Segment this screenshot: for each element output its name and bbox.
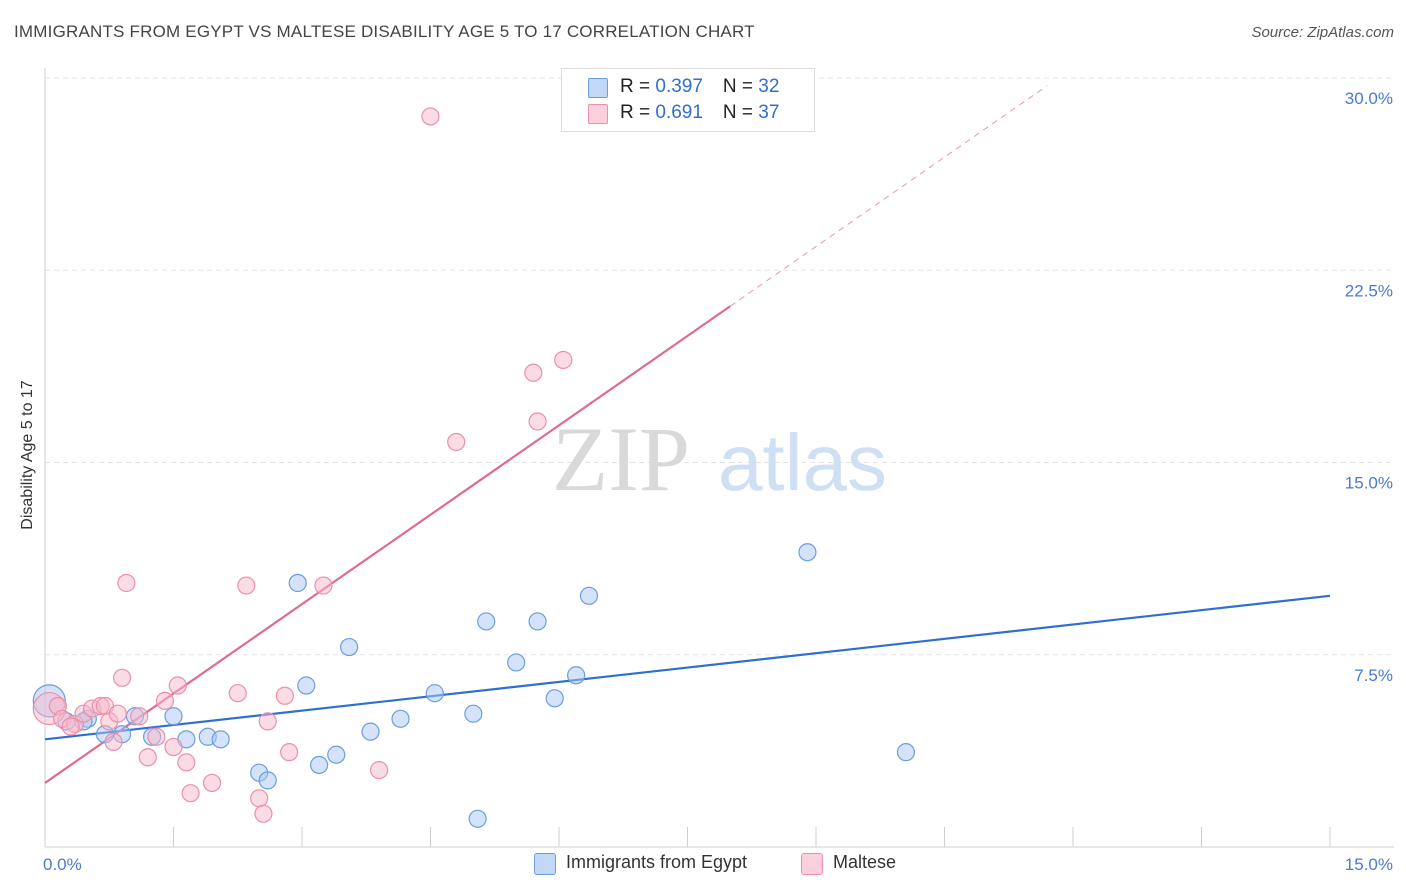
egypt-r-label: R = — [620, 76, 656, 97]
maltese-point — [112, 668, 132, 687]
maltese-point — [104, 732, 123, 752]
egypt-point — [464, 704, 483, 723]
maltese-r-value: 0.691 — [655, 102, 703, 123]
egypt-point — [361, 722, 380, 741]
maltese-point — [237, 576, 256, 595]
maltese-n-label: N = — [722, 102, 759, 123]
egypt-point — [310, 755, 329, 775]
maltese-point — [524, 363, 543, 382]
maltese-point — [421, 107, 440, 126]
maltese-r-label: R = — [620, 102, 656, 123]
egypt-point — [579, 586, 599, 605]
maltese-legend-label: Maltese — [833, 852, 897, 872]
x-tick-label: 15.0% — [1345, 855, 1393, 874]
egypt-point — [211, 730, 230, 749]
legend-text-maltese: R = 0.691 N = 37 — [620, 102, 779, 124]
maltese-point — [130, 707, 149, 726]
egypt-point — [507, 653, 526, 672]
maltese-point — [447, 432, 466, 452]
correlation-legend: R = 0.397 N = 32 R = 0.691 N = 37 — [561, 68, 815, 132]
maltese-legend-swatch — [801, 853, 823, 875]
maltese-n-value: 37 — [758, 102, 780, 123]
egypt-point — [545, 689, 564, 708]
maltese-point — [168, 676, 187, 695]
egypt-point — [528, 612, 547, 631]
maltese-point — [138, 748, 157, 767]
egypt-point — [391, 709, 410, 728]
x-tick-label: 0.0% — [43, 855, 82, 874]
maltese-point — [258, 712, 277, 731]
maltese-point — [108, 704, 127, 723]
egypt-trend-line — [44, 594, 1331, 741]
egypt-point — [477, 612, 496, 631]
egypt-point — [896, 743, 916, 762]
maltese-point — [554, 350, 573, 370]
maltese-point — [370, 760, 389, 780]
maltese-swatch — [588, 104, 608, 124]
egypt-point — [327, 745, 346, 764]
egypt-point — [425, 684, 444, 703]
gridlines — [45, 77, 1394, 656]
egypt-point — [798, 543, 817, 562]
maltese-point — [181, 784, 200, 803]
egypt-legend-swatch — [534, 853, 556, 875]
maltese-trend-extension — [730, 85, 1048, 307]
maltese-point — [202, 773, 222, 793]
maltese-point — [528, 412, 547, 431]
maltese-point — [61, 717, 80, 736]
egypt-point — [468, 809, 487, 828]
maltese-point — [280, 743, 299, 762]
maltese-point — [147, 727, 166, 746]
egypt-point — [567, 666, 586, 685]
series-legend: Immigrants from Egypt Maltese — [0, 852, 1406, 878]
maltese-trend-line — [44, 305, 731, 784]
egypt-n-value: 32 — [758, 76, 780, 97]
maltese-point — [254, 804, 273, 823]
egypt-point — [297, 676, 316, 695]
egypt-point — [340, 637, 359, 657]
maltese-point — [250, 789, 269, 808]
chart-source: Source: ZipAtlas.com — [1251, 24, 1394, 41]
egypt-point — [164, 707, 183, 726]
watermark: ZIP atlas — [552, 408, 887, 510]
y-tick-label: 7.5% — [1354, 666, 1393, 685]
legend-text-egypt: R = 0.397 N = 32 — [620, 76, 779, 98]
egypt-legend-label: Immigrants from Egypt — [566, 852, 748, 872]
y-tick-label: 30.0% — [1345, 89, 1393, 108]
maltese-point — [228, 684, 247, 703]
data-points — [32, 107, 916, 828]
maltese-point — [275, 686, 294, 705]
maltese-point — [177, 753, 196, 772]
y-tick-label: 15.0% — [1345, 474, 1393, 493]
egypt-point — [288, 573, 307, 593]
watermark-atlas: atlas — [718, 418, 887, 507]
maltese-point — [117, 573, 136, 593]
maltese-point — [164, 737, 183, 757]
egypt-swatch — [588, 78, 608, 98]
egypt-r-value: 0.397 — [655, 76, 703, 97]
maltese-point — [155, 691, 175, 710]
y-tick-label: 22.5% — [1345, 281, 1393, 300]
y-tick-labels: 7.5% 15.0% 22.5% 30.0% — [1345, 89, 1393, 685]
egypt-point — [258, 771, 277, 790]
x-tick-labels: 0.0% 15.0% — [43, 855, 1393, 874]
egypt-n-label: N = — [722, 76, 759, 97]
maltese-point — [314, 576, 333, 595]
watermark-zip: ZIP — [552, 408, 690, 510]
chart-title: IMMIGRANTS FROM EGYPT VS MALTESE DISABIL… — [14, 22, 755, 41]
